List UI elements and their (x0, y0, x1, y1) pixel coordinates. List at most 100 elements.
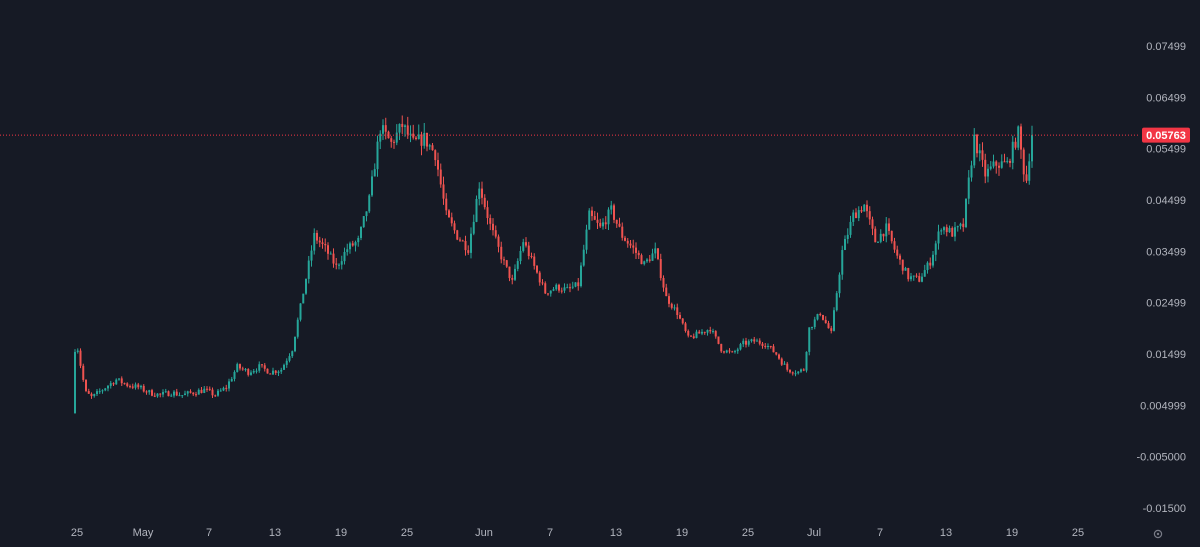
candle-body (855, 212, 857, 219)
candle-body (439, 169, 442, 185)
candle-body (888, 223, 890, 231)
candle-body (651, 253, 654, 261)
x-tick-label: May (133, 527, 154, 539)
candle-body (173, 391, 175, 396)
candle-body (1020, 126, 1022, 150)
candle-body (310, 250, 313, 261)
candle-body (775, 352, 778, 355)
x-tick-label: 25 (71, 527, 83, 539)
candle-body (98, 391, 101, 393)
candle-body (214, 395, 217, 397)
candle-body (613, 205, 615, 220)
candle-body (401, 123, 404, 127)
candle-body (417, 134, 420, 140)
candle-body (508, 266, 511, 279)
y-tick-label: 0.06499 (1146, 92, 1186, 104)
candle-body (943, 227, 945, 231)
candle-body (676, 307, 679, 316)
candle-body (335, 263, 338, 265)
candle-body (219, 390, 222, 392)
candle-body (538, 272, 541, 283)
candle-body (734, 351, 736, 353)
y-tick-label: 0.04499 (1146, 195, 1186, 207)
candle-body (852, 212, 855, 222)
candle-body (109, 383, 112, 386)
candle-body (316, 232, 318, 241)
candle-body (107, 385, 109, 389)
candle-body (516, 261, 519, 269)
candle-body (918, 276, 921, 282)
candle-body (607, 209, 610, 225)
candle-body (263, 365, 266, 369)
candle-body (497, 236, 500, 247)
candle-body (940, 230, 943, 232)
candle-body (566, 287, 569, 289)
candle-body (318, 240, 321, 243)
x-tick-label: Jun (475, 527, 493, 539)
candle-body (610, 205, 613, 210)
candle-body (153, 395, 156, 397)
candle-body (866, 204, 868, 212)
candle-body (186, 391, 189, 394)
candle-body (923, 270, 926, 277)
candle-body (959, 223, 962, 227)
candle-body (701, 331, 703, 334)
x-tick-label: 7 (206, 527, 212, 539)
candle-body (142, 385, 145, 392)
candle-body (890, 230, 893, 242)
candle-body (228, 381, 230, 389)
candle-body (365, 211, 368, 217)
candle-body (233, 371, 236, 379)
candle-body (560, 290, 563, 292)
candle-body (112, 383, 115, 385)
candle-body (140, 385, 142, 388)
candle-body (181, 395, 184, 397)
candle-body (926, 262, 929, 271)
candle-body (742, 340, 745, 345)
candle-body (195, 394, 197, 396)
candle-body (673, 307, 676, 309)
candle-body (692, 336, 695, 338)
candle-body (118, 378, 120, 380)
candle-body (437, 160, 439, 170)
candle-body (467, 250, 470, 253)
candle-body (910, 276, 912, 280)
candle-body (384, 125, 387, 132)
x-tick-label: 25 (401, 527, 413, 539)
candle-body (665, 287, 668, 297)
x-axis[interactable]: 25 May 7 13 19 25 Jun 7 13 19 25 Jul 7 13 19 25 (71, 527, 1084, 539)
candle-body (772, 346, 775, 353)
x-tick-label: 19 (335, 527, 347, 539)
candle-body (709, 329, 712, 332)
x-tick-label: 19 (1006, 527, 1018, 539)
candle-body (640, 255, 643, 265)
candle-body (929, 262, 932, 266)
candle-body (104, 388, 107, 391)
candle-body (954, 227, 956, 237)
candle-body (87, 390, 90, 394)
candle-body (478, 188, 481, 199)
candle-body (164, 391, 167, 393)
candle-body (992, 161, 995, 167)
candle-body (615, 219, 618, 224)
candle-body (604, 222, 607, 225)
candle-body (426, 132, 428, 147)
settings-icon[interactable] (1153, 529, 1163, 539)
candle-body (159, 393, 162, 395)
candle-body (844, 238, 846, 251)
candle-body (145, 391, 148, 393)
candle-body (472, 221, 475, 234)
candle-body (629, 243, 632, 246)
candle-body (786, 363, 789, 370)
y-axis[interactable]: 0.07499 0.06499 0.05499 0.04499 0.03499 0.024… (1136, 41, 1186, 515)
candle-body (563, 287, 566, 291)
candle-body (376, 141, 379, 170)
candle-body (428, 145, 431, 147)
candle-body (175, 391, 178, 396)
candle-body (945, 227, 948, 233)
candle-body (808, 327, 811, 352)
candle-body (349, 243, 351, 250)
candle-body (824, 319, 827, 324)
